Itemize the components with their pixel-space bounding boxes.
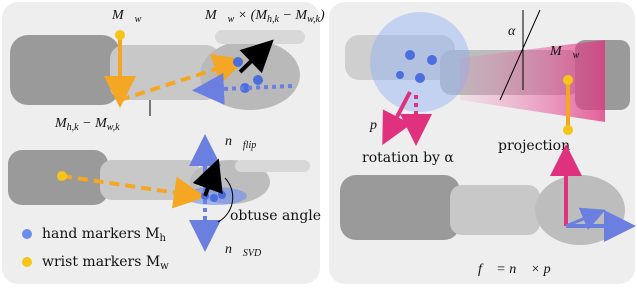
wrist-marker	[563, 125, 573, 135]
legend-dot	[22, 257, 32, 267]
legend-label: hand markers Mh	[42, 226, 167, 244]
subscript: SVD	[243, 248, 262, 259]
text-part: − M	[79, 116, 108, 131]
text-part: M⃗	[549, 44, 573, 59]
text-part: n⃗	[225, 134, 243, 149]
subscript: w,k	[107, 122, 120, 133]
text-part: − M	[279, 8, 308, 23]
text-part: M⃗	[204, 8, 228, 23]
legend-dot	[22, 229, 32, 239]
p-label: p⃗	[369, 118, 388, 133]
obtuse-label: obtuse angle	[230, 208, 321, 224]
subscript: h	[160, 233, 167, 244]
subscript: w	[135, 14, 142, 25]
legend-label: wrist markers Mw	[42, 254, 169, 272]
alpha-label: α	[508, 24, 516, 39]
formula-label: f⃗ = n⃗ × p⃗	[478, 262, 561, 277]
projection-label: projection	[498, 138, 570, 154]
text-part: wrist markers M	[42, 254, 160, 270]
subscript: w	[160, 261, 169, 272]
figure: M⃗w M⃗w × (Mh,k − Mw,k) Mh,k − Mw,k n⃗fl…	[0, 0, 637, 286]
wrist-marker	[563, 75, 573, 85]
rotation-region	[370, 12, 470, 112]
text-part: hand markers M	[42, 226, 160, 242]
subscript: w,k	[307, 14, 320, 25]
text-part: × (M	[234, 8, 268, 23]
text-part: n⃗	[225, 242, 243, 257]
wrist-marker	[57, 171, 67, 181]
text-part: )	[319, 8, 325, 23]
cross-product-label: M⃗w × (Mh,k − Mw,k)	[204, 8, 325, 25]
rotation-label: rotation by α	[362, 150, 454, 166]
text-part: M⃗	[111, 8, 135, 23]
subscript: h,k	[267, 14, 280, 25]
wrist-marker	[115, 30, 125, 40]
robot-hand	[340, 175, 625, 245]
subscript: w	[573, 50, 580, 61]
subscript: flip	[243, 140, 256, 151]
subscript: h,k	[67, 122, 80, 133]
